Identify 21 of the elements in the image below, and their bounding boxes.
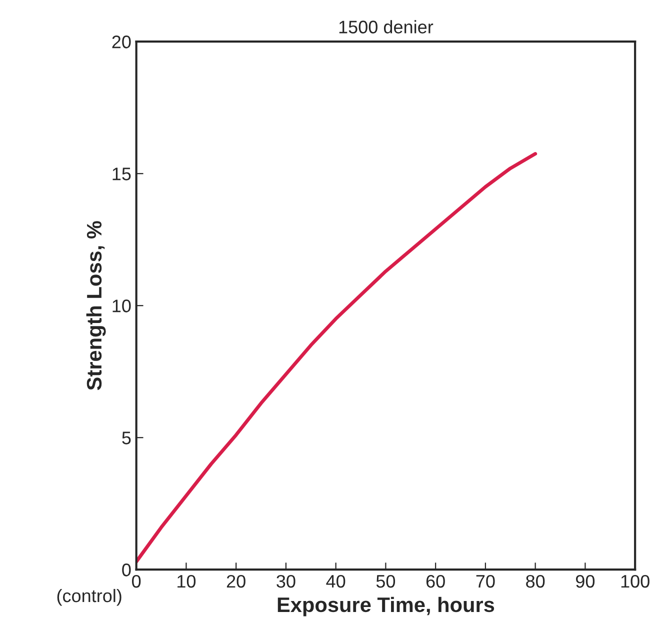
- x-tick-label: 100: [621, 574, 650, 588]
- line-series: [136, 152, 538, 564]
- y-tick-label: 20: [112, 36, 131, 48]
- x-tick-label: 0: [132, 574, 141, 588]
- y-tick-label: 10: [112, 300, 131, 312]
- y-tick-label: 0: [122, 564, 131, 576]
- x-tick-label: 40: [326, 574, 346, 588]
- chart-title: 1500 denier: [339, 20, 434, 34]
- x-tick-label: 70: [476, 574, 495, 588]
- x-tick-label: 50: [376, 574, 396, 588]
- x-tick-label: 60: [426, 574, 445, 588]
- y-axis-title: Strength Loss, %: [86, 221, 106, 390]
- x-tick-label: 90: [576, 574, 595, 588]
- x-tick-label: 80: [526, 574, 545, 588]
- x-axis-title: Exposure Time, hours: [278, 596, 494, 616]
- x-tick-label: 20: [226, 574, 246, 588]
- x-tick-label: 10: [178, 574, 196, 588]
- x-tick-label: 30: [276, 574, 296, 588]
- text: (control): [57, 588, 122, 606]
- y-tick-label: 15: [112, 168, 131, 180]
- y-tick-label: 5: [122, 432, 131, 444]
